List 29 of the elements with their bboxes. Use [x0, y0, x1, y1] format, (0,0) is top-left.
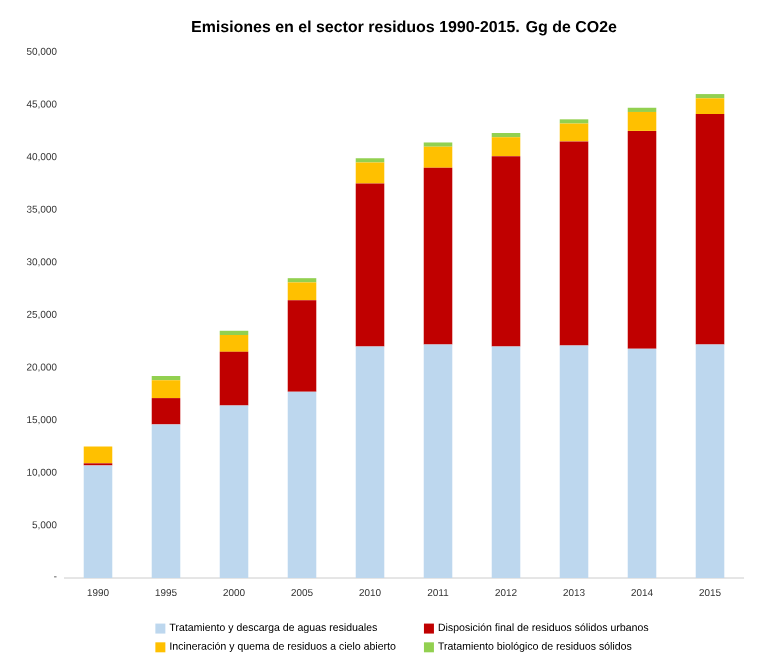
- bar: [83, 465, 113, 578]
- bar: [83, 446, 113, 464]
- bar: [287, 391, 317, 578]
- bar: [219, 334, 249, 352]
- bar: [559, 123, 589, 142]
- bar: [219, 351, 249, 406]
- bar: [491, 137, 521, 157]
- bar: [355, 183, 385, 347]
- bar: [627, 348, 657, 578]
- bar: [423, 344, 453, 578]
- bar: [151, 380, 181, 399]
- bar: [151, 424, 181, 578]
- bar: [491, 156, 521, 347]
- bar: [627, 130, 657, 349]
- bar: [627, 111, 657, 131]
- bar: [559, 345, 589, 578]
- bar: [355, 162, 385, 184]
- bar: [559, 141, 589, 346]
- bar: [287, 282, 317, 301]
- bar: [423, 146, 453, 168]
- bar: [219, 405, 249, 578]
- bar: [491, 346, 521, 578]
- bar: [695, 114, 725, 345]
- bar: [151, 398, 181, 425]
- bar: [423, 167, 453, 345]
- bar: [287, 300, 317, 392]
- bar: [355, 346, 385, 578]
- bar: [695, 344, 725, 578]
- bar: [695, 98, 725, 115]
